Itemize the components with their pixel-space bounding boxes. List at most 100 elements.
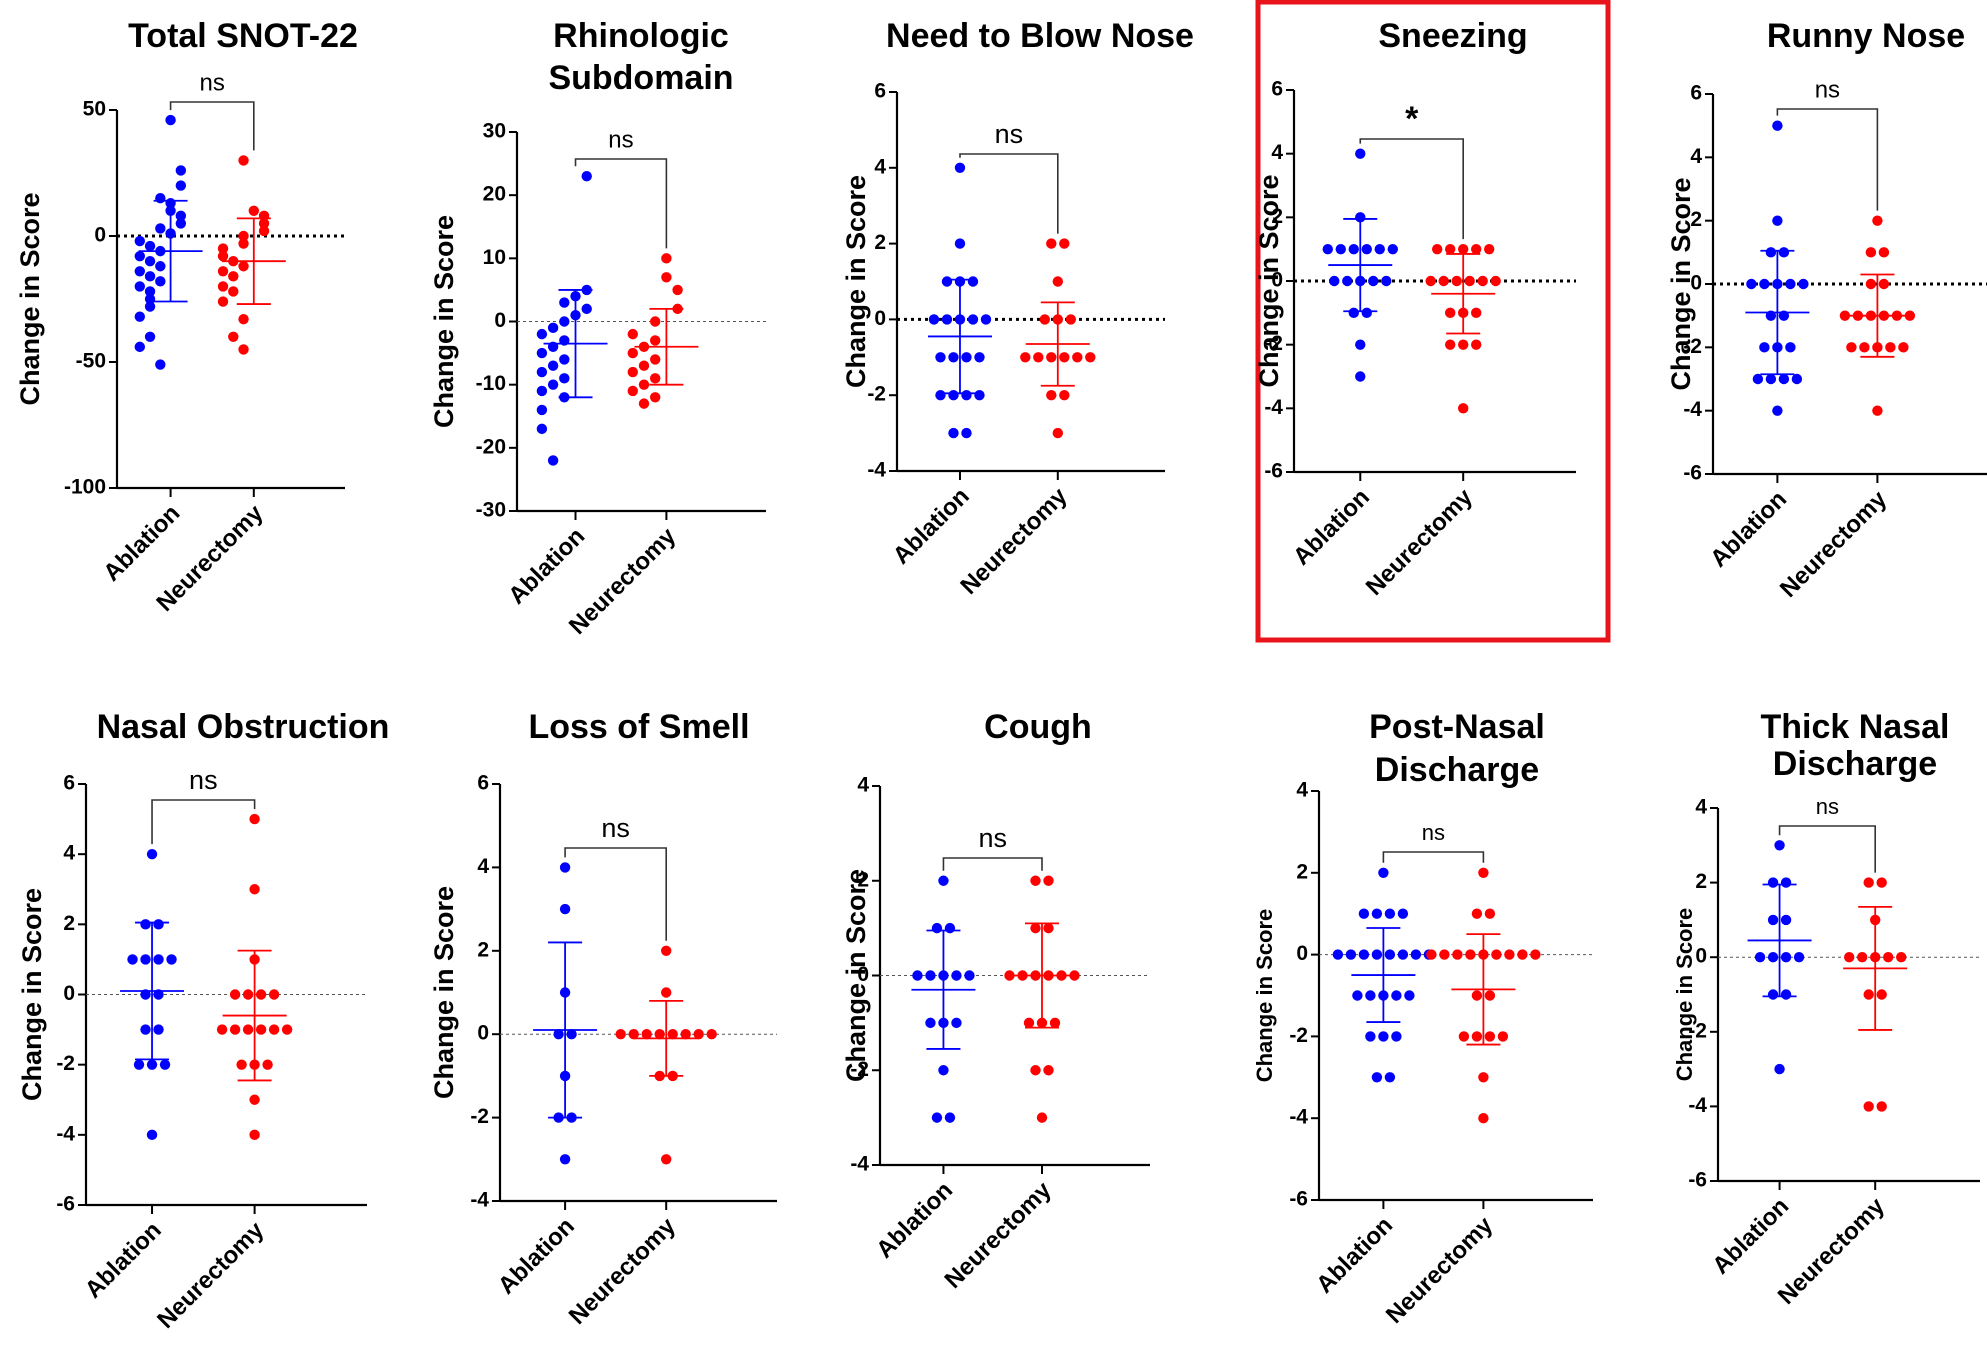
ablation-point: [127, 954, 138, 965]
neurectomy-point: [1885, 342, 1896, 353]
ablation-point: [1780, 877, 1792, 888]
neurectomy-point: [238, 313, 249, 325]
ablation-point: [144, 301, 156, 312]
y-tick-label: 4: [1271, 141, 1283, 164]
ablation-point: [964, 970, 975, 981]
neurectomy-point: [1465, 949, 1476, 960]
y-tick-label: 2: [477, 938, 489, 961]
ablation-point: [974, 390, 985, 401]
neurectomy-point: [268, 1024, 280, 1035]
ablation-point: [935, 352, 946, 363]
ablation-point: [1752, 373, 1764, 385]
ablation-point: [1358, 908, 1370, 919]
neurectomy-point: [1445, 339, 1456, 350]
significance-bracket: [1778, 825, 1876, 873]
ablation-point: [1355, 212, 1366, 223]
ablation-point: [1772, 120, 1783, 131]
x-category-label: Ablation: [1705, 486, 1792, 573]
y-tick-label: -6: [1264, 460, 1283, 483]
y-tick-label: -100: [64, 476, 106, 499]
neurectomy-point: [1458, 243, 1469, 255]
y-tick-label: -4: [1289, 1106, 1308, 1129]
significance-label: *: [1405, 100, 1419, 138]
y-tick-label: -2: [56, 1052, 75, 1075]
ablation-point: [951, 1017, 962, 1029]
significance-label: ns: [601, 813, 630, 843]
ablation-point: [1765, 373, 1777, 385]
chart-panel-6: Nasal Obstruction Change in Score 6 4 2 0 -2 -4…: [17, 708, 389, 1334]
y-tick-label: -6: [1688, 1169, 1707, 1192]
ablation-point: [1361, 243, 1372, 255]
y-axis-label: Change in Score: [841, 175, 871, 388]
y-tick-label: -20: [476, 435, 506, 458]
y-tick-label: 0: [494, 309, 506, 332]
ablation-point: [951, 970, 962, 981]
chart-panel-4: Sneezing Change in Score 6 4 2 0 -2 -4 -6Ablatio…: [1254, 0, 1611, 643]
ablation-point: [1332, 949, 1344, 960]
ablation-point: [175, 165, 187, 176]
neurectomy-point: [217, 266, 229, 277]
neurectomy-point: [238, 261, 249, 272]
ablation-point: [175, 210, 187, 222]
ablation-point: [931, 1112, 943, 1123]
neurectomy-point: [1471, 990, 1483, 1001]
y-axis-label: Change in Score: [1666, 177, 1696, 390]
significance-label: ns: [200, 69, 225, 96]
neurectomy-point: [1865, 247, 1877, 258]
chart-title: Total SNOT-22: [128, 17, 358, 55]
ablation-point: [1355, 371, 1366, 382]
ablation-point: [1384, 1072, 1396, 1083]
ablation-point: [559, 903, 571, 915]
neurectomy-point: [1863, 1101, 1874, 1112]
chart-title: Thick Nasal: [1761, 708, 1950, 746]
y-tick-label: 0: [1690, 272, 1702, 295]
ablation-point: [547, 455, 559, 466]
neurectomy-point: [1059, 238, 1070, 249]
ablation-point: [155, 261, 166, 272]
ablation-point: [559, 354, 570, 365]
ablation-point: [1378, 1031, 1389, 1042]
neurectomy-point: [1904, 310, 1916, 321]
neurectomy-point: [1484, 243, 1495, 255]
neurectomy-point: [638, 398, 650, 409]
neurectomy-point: [249, 1129, 260, 1141]
neurectomy-point: [1876, 989, 1887, 1000]
ablation-point: [1345, 949, 1357, 960]
ablation-point: [1767, 914, 1779, 926]
y-tick-label: 0: [63, 982, 75, 1005]
neurectomy-point: [1846, 342, 1857, 353]
neurectomy-point: [1484, 1031, 1496, 1042]
y-tick-label: -6: [1683, 462, 1702, 485]
y-tick-label: 0: [1271, 269, 1283, 292]
neurectomy-point: [706, 1029, 717, 1040]
chart-panel-1: Total SNOT-22 Change in Score 50 0 -50 -100Ab…: [15, 17, 358, 617]
neurectomy-point: [1072, 352, 1083, 363]
ablation-point: [944, 1112, 956, 1123]
ablation-point: [961, 352, 972, 363]
ablation-point: [931, 922, 943, 934]
neurectomy-point: [229, 1024, 241, 1035]
chart-title: Rhinologic: [553, 17, 729, 55]
neurectomy-point: [1046, 390, 1057, 401]
ablation-point: [153, 1024, 164, 1035]
ablation-point: [1397, 908, 1409, 919]
neurectomy-point: [1445, 307, 1456, 319]
neurectomy-point: [255, 1024, 267, 1035]
ablation-point: [1387, 243, 1398, 255]
ablation-point: [559, 297, 570, 308]
chart-title: Discharge: [1773, 745, 1937, 783]
ablation-point: [153, 989, 164, 1000]
significance-bracket: [151, 799, 256, 845]
ablation-point: [974, 352, 985, 363]
neurectomy-point: [255, 989, 267, 1000]
neurectomy-point: [627, 328, 638, 340]
ablation-point: [559, 862, 571, 873]
neurectomy-point: [1872, 215, 1883, 226]
ablation-point: [155, 359, 166, 370]
y-tick-label: 0: [1695, 945, 1707, 968]
ablation-point: [1410, 949, 1422, 960]
significance-label: ns: [1816, 794, 1839, 819]
neurectomy-point: [238, 155, 249, 166]
ablation-point: [1778, 247, 1790, 258]
y-tick-label: -4: [56, 1122, 75, 1145]
